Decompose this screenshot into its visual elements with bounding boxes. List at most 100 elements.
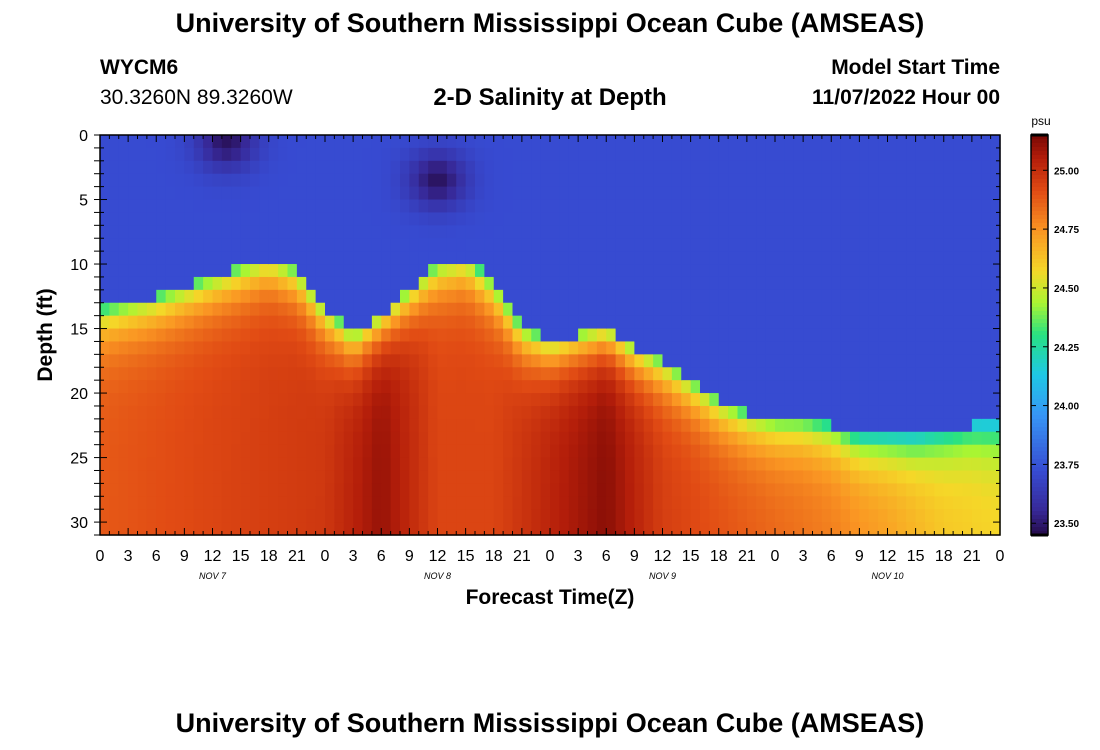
heatmap-cell <box>775 264 785 278</box>
heatmap-cell <box>615 225 626 239</box>
heatmap-cell <box>484 276 495 291</box>
x-tick-label: 21 <box>288 548 306 565</box>
heatmap-cell <box>653 276 664 291</box>
colorbar-segment <box>1031 247 1048 252</box>
heatmap-cell <box>990 380 1001 394</box>
heatmap-cell <box>606 431 617 446</box>
heatmap-cell <box>493 483 504 497</box>
colorbar-segment <box>1031 531 1048 536</box>
heatmap-cell <box>137 225 148 239</box>
heatmap-cell <box>784 160 795 175</box>
heatmap-cell <box>343 431 354 446</box>
heatmap-cell <box>231 276 242 291</box>
heatmap-cell <box>831 251 842 265</box>
heatmap-cell <box>175 199 185 214</box>
heatmap-cell <box>475 135 485 149</box>
heatmap-cell <box>475 444 485 459</box>
heatmap-cell <box>718 341 729 355</box>
heatmap-cell <box>353 212 364 226</box>
heatmap-cell <box>925 431 935 446</box>
heatmap-cell <box>746 457 757 472</box>
heatmap-cell <box>156 276 167 291</box>
heatmap-cell <box>437 483 448 497</box>
heatmap-cell <box>493 238 504 252</box>
heatmap-cell <box>268 225 279 239</box>
heatmap-cell <box>709 418 720 433</box>
heatmap-cell <box>971 225 982 239</box>
heatmap-cell <box>671 251 682 265</box>
heatmap-cell <box>100 276 110 291</box>
heatmap-cell <box>887 509 898 523</box>
heatmap-cell <box>737 328 748 343</box>
heatmap-cell <box>859 276 870 291</box>
heatmap-cell <box>446 354 457 368</box>
heatmap-cell <box>634 225 645 239</box>
heatmap-cell <box>343 276 354 291</box>
heatmap-cell <box>484 212 495 226</box>
heatmap-cell <box>709 315 720 330</box>
heatmap-cell <box>250 367 260 381</box>
heatmap-cell <box>625 186 635 201</box>
colorbar-tick-label: 24.00 <box>1054 402 1079 413</box>
heatmap-cell <box>803 302 814 317</box>
heatmap-cell <box>662 328 673 343</box>
heatmap-cell <box>578 418 589 433</box>
heatmap-cell <box>962 238 973 252</box>
heatmap-cell <box>681 199 692 214</box>
heatmap-cell <box>746 199 757 214</box>
heatmap-cell <box>746 264 757 278</box>
heatmap-cell <box>990 173 1001 188</box>
heatmap-cell <box>100 264 110 278</box>
heatmap-cell <box>418 328 429 343</box>
x-tick-label: 3 <box>574 548 583 565</box>
heatmap-cell <box>193 225 204 239</box>
heatmap-cell <box>868 431 879 446</box>
heatmap-cell <box>953 405 964 420</box>
heatmap-cell <box>409 251 420 265</box>
heatmap-cell <box>118 147 129 162</box>
heatmap-cell <box>493 186 504 201</box>
heatmap-cell <box>475 393 485 407</box>
heatmap-cell <box>868 483 879 497</box>
heatmap-cell <box>240 147 251 162</box>
heatmap-cell <box>465 302 476 317</box>
heatmap-cell <box>878 135 889 149</box>
colorbar-segment <box>1031 475 1048 480</box>
heatmap-cell <box>137 160 148 175</box>
heatmap-cell <box>596 238 607 252</box>
heatmap-cell <box>596 457 607 472</box>
heatmap-cell <box>700 483 710 497</box>
heatmap-cell <box>390 302 401 317</box>
heatmap-cell <box>981 225 992 239</box>
heatmap-cell <box>953 264 964 278</box>
heatmap-cell <box>315 354 326 368</box>
heatmap-cell <box>625 135 635 149</box>
heatmap-cell <box>681 251 692 265</box>
heatmap-cell <box>812 264 823 278</box>
heatmap-cell <box>643 418 654 433</box>
heatmap-cell <box>221 341 232 355</box>
colorbar-segment <box>1031 323 1048 328</box>
heatmap-cell <box>643 509 654 523</box>
heatmap-cell <box>784 444 795 459</box>
heatmap-cell <box>540 457 551 472</box>
colorbar-segment <box>1031 135 1048 140</box>
heatmap-cell <box>334 354 345 368</box>
heatmap-cell <box>981 160 992 175</box>
heatmap-cell <box>831 354 842 368</box>
heatmap-cell <box>503 496 514 510</box>
heatmap-cell <box>428 173 439 188</box>
heatmap-cell <box>212 135 223 149</box>
heatmap-cell <box>128 212 139 226</box>
heatmap-cell <box>428 289 439 304</box>
heatmap-cell <box>175 522 185 536</box>
heatmap-cell <box>137 212 148 226</box>
heatmap-cell <box>906 199 917 214</box>
heatmap-cell <box>934 393 945 407</box>
heatmap-cell <box>765 380 776 394</box>
heatmap-cell <box>587 470 598 484</box>
heatmap-cell <box>700 522 710 536</box>
heatmap-cell <box>850 302 860 317</box>
heatmap-cell <box>793 354 804 368</box>
